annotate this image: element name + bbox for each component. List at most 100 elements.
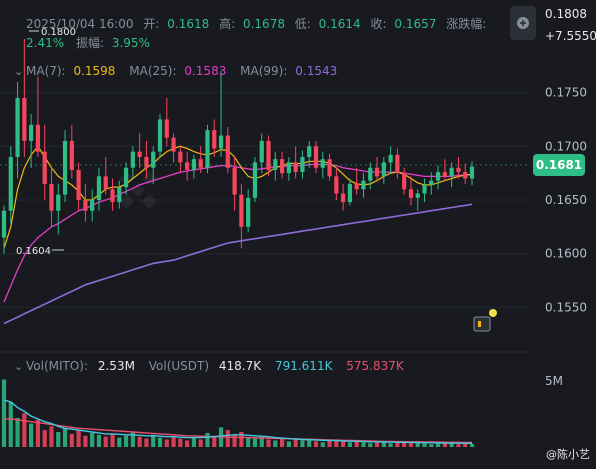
candle-body — [76, 169, 81, 200]
volume-bar — [90, 432, 95, 447]
volume-bar — [205, 432, 210, 447]
candle-body — [313, 146, 319, 168]
volume-bar — [35, 419, 41, 447]
candles — [1, 38, 475, 254]
high-label: 高: — [219, 16, 235, 31]
volume-bar — [463, 443, 468, 447]
volume-bar — [239, 432, 244, 447]
volume-bar — [307, 438, 312, 447]
header-date: 2025/10/04 16:00 — [26, 17, 134, 31]
current-price-tag — [533, 154, 585, 176]
volume-bar — [402, 441, 407, 447]
close-label: 收: — [371, 17, 387, 31]
volume-bar — [246, 437, 251, 447]
volume-bar — [341, 441, 346, 447]
volume-bar — [123, 435, 129, 447]
candle-body — [415, 193, 420, 198]
candle-body — [130, 151, 135, 168]
ma99-label: MA(99): — [240, 64, 287, 78]
candle-body — [35, 124, 41, 152]
candle-body — [327, 159, 332, 177]
close-value: 0.1657 — [394, 17, 436, 31]
candle-body — [1, 210, 7, 238]
candle-body — [191, 159, 197, 170]
top-right-price: 0.1808 — [545, 7, 587, 21]
volume-bar — [320, 442, 325, 447]
volume-bar — [266, 439, 271, 447]
watermark-handle: @陈小艺 — [546, 447, 590, 461]
volume-bar — [96, 434, 102, 447]
candle-body — [429, 180, 434, 185]
candle-body — [56, 194, 61, 211]
volume-bar — [191, 437, 197, 447]
volume-bar — [313, 441, 319, 447]
ma7-line — [3, 145, 473, 249]
volume-bar — [252, 438, 258, 447]
volume-bar — [8, 402, 13, 447]
volume-bar — [144, 438, 149, 447]
notification-dot-icon — [489, 309, 497, 317]
volume-bar — [62, 428, 68, 447]
candle-body — [361, 180, 366, 190]
news-icon[interactable] — [473, 316, 491, 332]
low-marker-label: 0.1604 — [16, 246, 51, 257]
candle-body — [395, 154, 400, 174]
volume-bar — [49, 426, 54, 447]
volume-bar — [110, 433, 115, 447]
candle-body — [90, 199, 95, 211]
candle-body — [341, 193, 346, 203]
candle-body — [266, 140, 271, 170]
amplitude-label: 振幅: — [76, 35, 104, 50]
volume-bar — [69, 433, 74, 447]
candle-body — [286, 162, 291, 174]
candle-body — [151, 151, 156, 168]
candle-body — [449, 167, 454, 177]
candle-body — [83, 199, 88, 211]
vol-ma1-value: 791.611K — [275, 359, 334, 373]
candle-body — [307, 146, 312, 158]
high-value: 0.1678 — [243, 17, 285, 31]
y-tick-label: 0.1600 — [545, 247, 587, 261]
candle-body — [320, 159, 325, 168]
ma7-value: 0.1598 — [73, 64, 115, 78]
candle-body — [15, 97, 20, 158]
volume-bar — [198, 439, 203, 447]
vol-usdt-value: 418.7K — [219, 359, 262, 373]
candle-body — [218, 135, 224, 149]
volume-bar — [442, 443, 447, 447]
volume-bar — [232, 434, 237, 447]
volume-bar — [327, 440, 332, 447]
vol-mito-value: 2.53M — [98, 359, 135, 373]
candle-body — [279, 159, 285, 174]
ma25-label: MA(25): — [129, 64, 176, 78]
top-right-change: +7.5550% — [545, 29, 596, 43]
candle-body — [22, 97, 27, 141]
candle-body — [381, 162, 386, 177]
candle-body — [239, 194, 244, 227]
amplitude-value: 3.95% — [112, 36, 150, 50]
volume-bar — [435, 442, 441, 447]
candle-body — [103, 176, 108, 190]
volume-bar — [42, 430, 47, 447]
volume-bar — [388, 443, 393, 447]
candle-body — [8, 157, 13, 211]
candle-body — [456, 167, 461, 173]
volume-bar — [103, 436, 108, 447]
candle-body — [123, 167, 129, 188]
candle-body — [442, 172, 447, 177]
volume-bar — [151, 434, 156, 447]
ma99-line — [3, 203, 473, 325]
vol-legend-toggle-icon[interactable]: ⌄ — [14, 360, 23, 373]
y-tick-label: 0.1550 — [545, 300, 587, 314]
volume-bar — [15, 417, 20, 447]
candle-body — [334, 176, 339, 194]
change-value: 2.41% — [26, 36, 64, 50]
candle-body — [198, 159, 203, 168]
candle-body — [185, 162, 190, 170]
high-marker-label: 0.1800 — [41, 27, 76, 38]
ma-legend-toggle-icon[interactable]: ⌄ — [14, 65, 23, 78]
candle-body — [300, 157, 305, 173]
ma25-line — [3, 163, 473, 303]
candle-body — [347, 183, 353, 203]
